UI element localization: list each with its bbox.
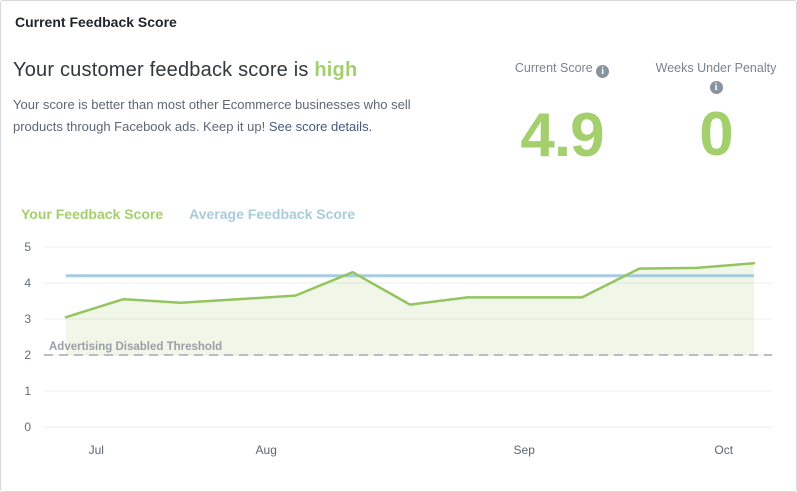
y-axis-tick-label: 4 (24, 276, 31, 290)
legend-item-average-score[interactable]: Average Feedback Score (189, 206, 356, 222)
score-level-highlight: high (314, 59, 358, 81)
feedback-score-chart: 0 1 2 3 4 5 Advertising Disabled Threshold Jul A… (24, 240, 772, 457)
x-axis-month-label: Sep (514, 443, 536, 457)
current-score-stat: Current Score 4.9 (479, 60, 645, 170)
see-score-details-link[interactable]: See score details. (268, 119, 373, 135)
chart-legend: Your Feedback Score Average Feedback Sco… (21, 206, 355, 222)
weeks-under-penalty-value: 0 (699, 100, 733, 169)
current-score-label: Current Score (514, 61, 593, 75)
current-score-value: 4.9 (520, 101, 604, 170)
summary-body-text: Your score is better than most other Eco… (13, 97, 411, 135)
heading-prefix: Your customer feedback score is (13, 59, 315, 81)
y-axis-tick-label: 1 (24, 384, 31, 398)
x-axis-month-label: Oct (714, 443, 733, 457)
info-icon[interactable] (596, 65, 610, 78)
current-score-label-row: Current Score (479, 60, 645, 78)
weeks-under-penalty-label: Weeks Under Penalty (655, 61, 777, 75)
card-title: Current Feedback Score (15, 14, 177, 30)
summary-body: Your score is better than most other Eco… (13, 94, 463, 138)
y-axis-tick-label: 3 (24, 312, 31, 326)
y-axis-tick-label: 2 (24, 348, 31, 362)
x-axis-month-label: Aug (256, 443, 277, 457)
your-score-line (64, 261, 756, 319)
y-axis-tick-label: 5 (24, 240, 31, 254)
weeks-under-penalty-stat: Weeks Under Penalty 0 (643, 60, 789, 169)
y-axis-tick-label: 0 (24, 420, 31, 434)
summary-section: Your customer feedback score is high You… (13, 59, 483, 138)
legend-item-your-score[interactable]: Your Feedback Score (21, 206, 164, 222)
x-axis-month-label: Jul (89, 443, 104, 457)
score-area-fill (66, 263, 754, 355)
weeks-info-row (643, 76, 789, 94)
info-icon[interactable] (709, 81, 723, 94)
threshold-label: Advertising Disabled Threshold (49, 341, 222, 353)
summary-heading: Your customer feedback score is high (13, 59, 483, 82)
